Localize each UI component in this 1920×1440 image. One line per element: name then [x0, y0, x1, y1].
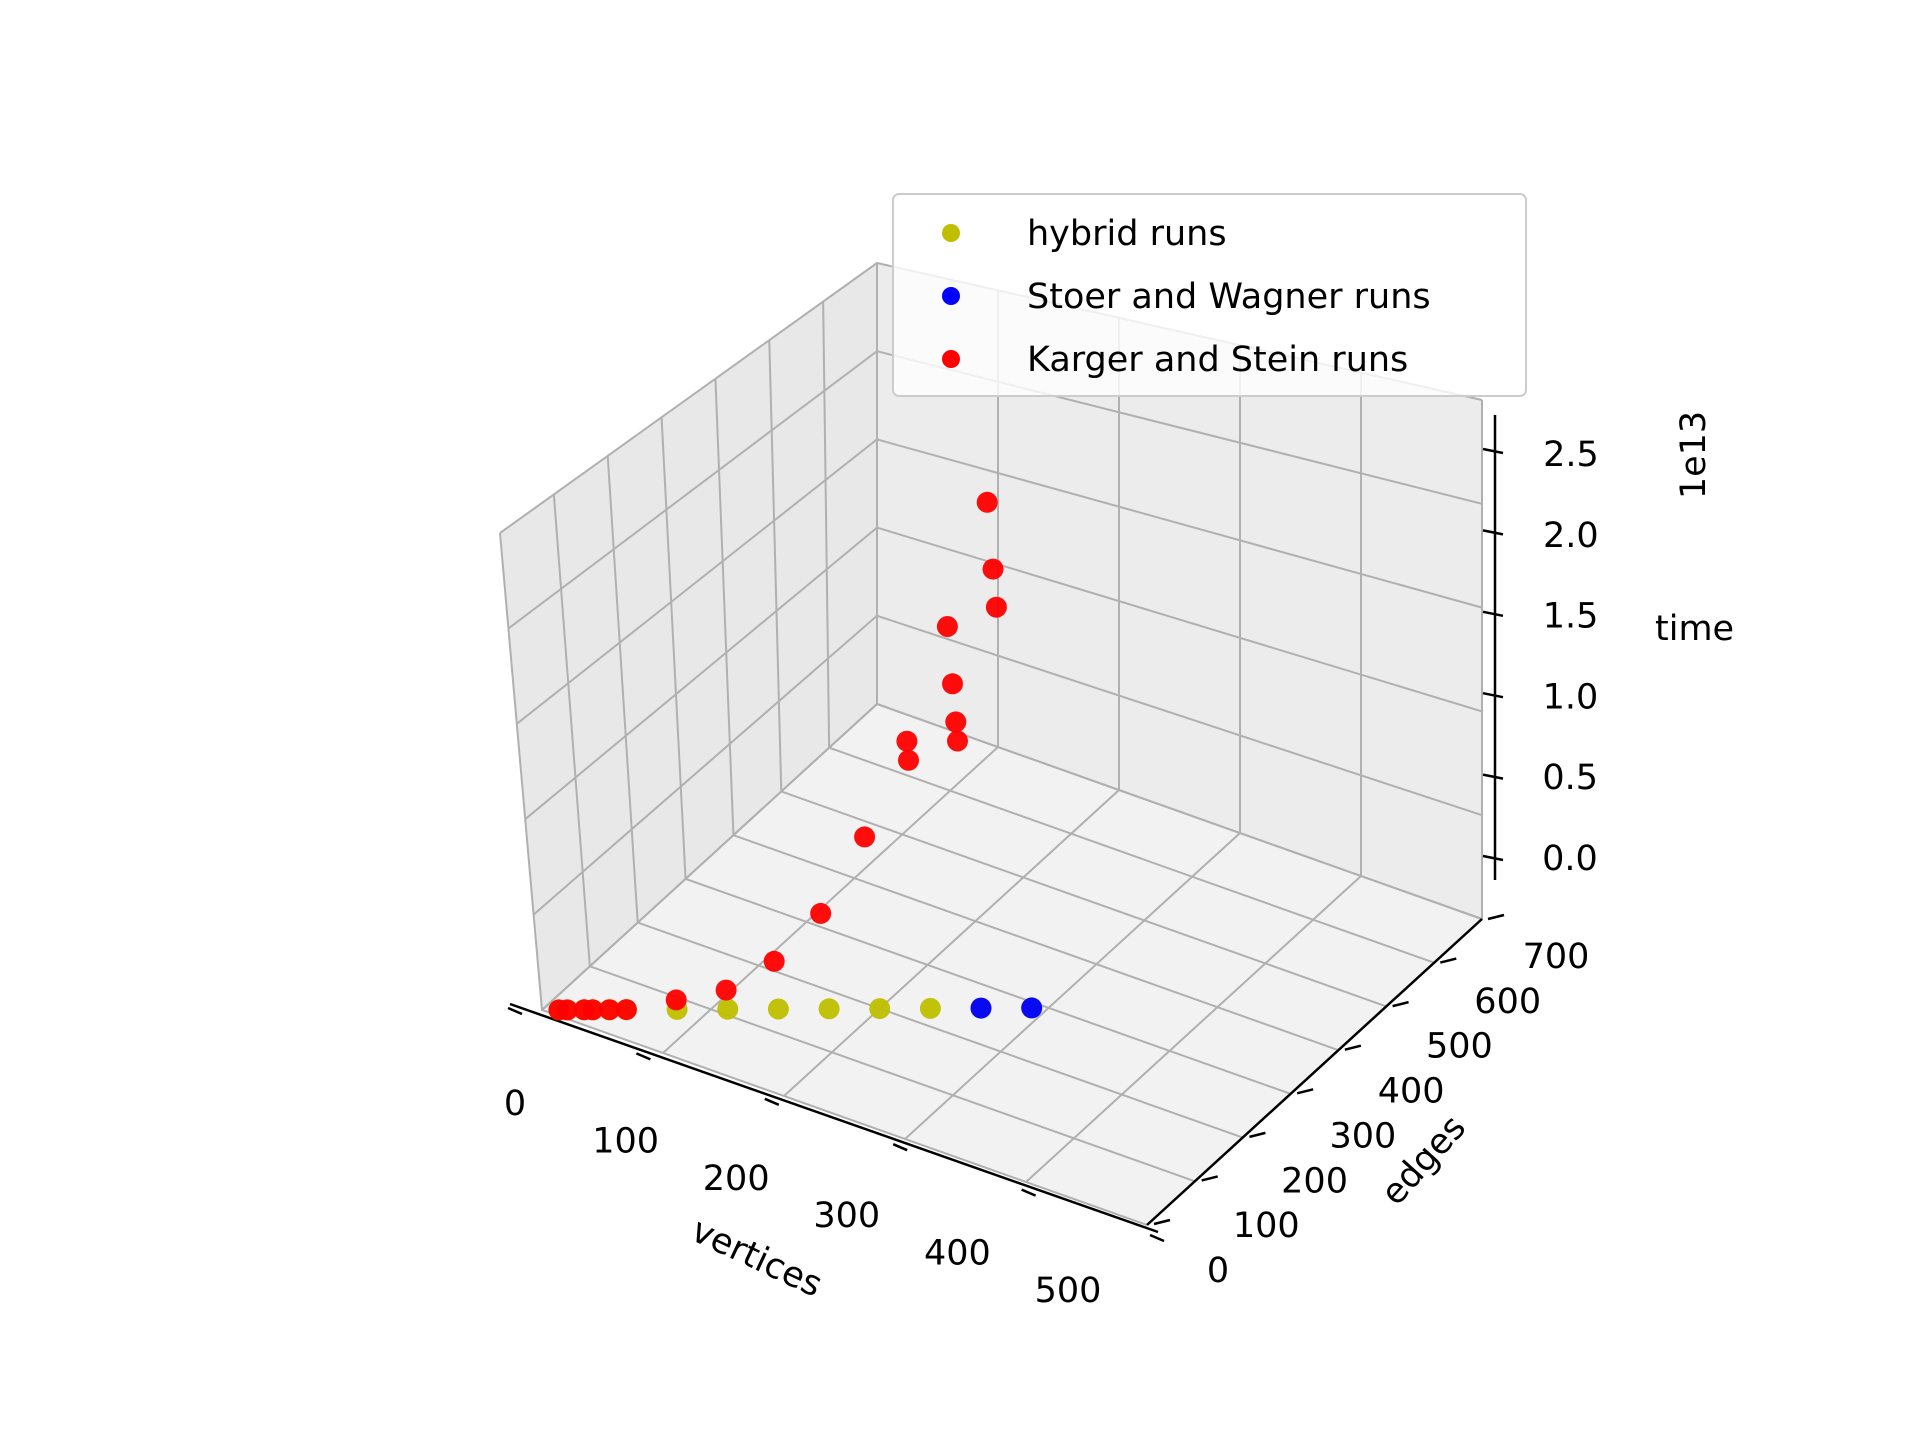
point-series-0: [869, 998, 891, 1020]
point-series-0: [818, 998, 840, 1020]
y-tick: [1344, 1044, 1362, 1051]
y-tick: [1296, 1088, 1314, 1095]
y-tick-label: 600: [1474, 982, 1541, 1022]
y-tick-label: 0: [1207, 1251, 1229, 1291]
point-series-2: [763, 950, 785, 972]
x-axis-line: [509, 1002, 1159, 1234]
y-axis-line: [1146, 918, 1483, 1226]
point-series-0: [919, 997, 941, 1019]
x-tick-label: 500: [1035, 1271, 1102, 1311]
y-tick: [1392, 1000, 1409, 1008]
grid-line-z: [541, 702, 1483, 1011]
z-tick: [1482, 691, 1504, 699]
x-tick: [892, 1143, 908, 1152]
point-series-2: [615, 999, 637, 1021]
point-series-2: [976, 491, 998, 513]
x-tick-label: 300: [813, 1196, 880, 1236]
x-axis-label: vertices: [685, 1211, 828, 1306]
x-tick: [1021, 1188, 1037, 1197]
x-tick: [764, 1097, 780, 1106]
point-series-2: [936, 616, 958, 637]
y-tick: [1153, 1218, 1171, 1226]
point-series-0: [717, 998, 739, 1020]
point-series-2: [854, 826, 876, 848]
axis-panes: [500, 263, 1482, 1225]
legend-marker-karger-stein: [942, 350, 960, 368]
left-wall-pane: [500, 263, 877, 1010]
legend-label-karger-stein: Karger and Stein runs: [1027, 340, 1408, 380]
z-axis-label: time: [1655, 609, 1734, 649]
point-series-2: [982, 558, 1004, 580]
x-tick-label: 100: [592, 1121, 659, 1161]
x-tick: [1149, 1233, 1165, 1243]
grid-lines: [499, 261, 1483, 1226]
y-tick-label: 700: [1523, 937, 1590, 977]
point-series-1: [1021, 997, 1043, 1019]
point-series-2: [945, 711, 967, 733]
z-tick: [1482, 854, 1504, 862]
point-series-2: [582, 999, 604, 1021]
legend-marker-hybrid: [942, 224, 960, 242]
y-tick-label: 100: [1233, 1206, 1300, 1246]
z-tick-label: 2.5: [1543, 435, 1599, 475]
y-tick-label: 500: [1426, 1027, 1493, 1067]
y-tick-label: 400: [1378, 1072, 1445, 1112]
z-tick: [1482, 447, 1504, 455]
point-series-2: [665, 989, 687, 1011]
y-tick-label: 300: [1329, 1116, 1396, 1156]
grid-line-z: [532, 614, 1483, 916]
back-wall-pane: [877, 263, 1482, 919]
z-offset-label: 1e13: [1674, 411, 1714, 499]
z-tick-label: 1.5: [1543, 597, 1599, 637]
point-series-2: [599, 999, 620, 1021]
y-tick: [1249, 1131, 1266, 1139]
y-tick-label: 200: [1281, 1161, 1348, 1201]
point-series-2: [896, 730, 918, 752]
z-tick: [1482, 773, 1504, 780]
legend-label-stoer-wagner: Stoer and Wagner runs: [1027, 277, 1431, 317]
point-series-0: [767, 998, 789, 1020]
legend-marker-stoer-wagner: [942, 287, 960, 305]
x-tick-label: 200: [703, 1159, 770, 1199]
x-tick-label: 0: [504, 1084, 526, 1124]
scatter-points: [548, 491, 1043, 1021]
legend-frame: [892, 193, 1527, 397]
point-series-2: [947, 730, 968, 752]
z-tick: [1482, 529, 1504, 536]
z-tick-label: 1.0: [1543, 677, 1599, 717]
y-tick: [1487, 913, 1505, 921]
y-tick: [1439, 957, 1457, 964]
floor-pane: [542, 704, 1482, 1225]
point-series-1: [970, 997, 992, 1019]
axis-lines: [509, 415, 1497, 1234]
z-tick-label: 2.0: [1543, 516, 1599, 556]
x-tick: [635, 1052, 651, 1061]
point-series-2: [715, 979, 737, 1001]
legend: hybrid runs Stoer and Wagner runs Karger…: [892, 193, 1527, 397]
point-series-2: [810, 902, 832, 924]
z-tick: [1482, 610, 1504, 618]
x-tick-label: 400: [924, 1234, 991, 1274]
point-series-2: [985, 596, 1007, 618]
z-tick-label: 0.0: [1542, 839, 1598, 879]
y-tick: [1201, 1175, 1219, 1182]
point-series-2: [942, 673, 963, 695]
point-series-2: [556, 999, 578, 1021]
grid-line-z: [516, 438, 1483, 725]
x-tick: [507, 1006, 523, 1016]
legend-label-hybrid: hybrid runs: [1027, 214, 1227, 254]
grid-line-z: [524, 526, 1483, 820]
z-tick-label: 0.5: [1542, 758, 1598, 798]
grid-line-z: [507, 350, 1483, 630]
point-series-2: [898, 749, 919, 771]
